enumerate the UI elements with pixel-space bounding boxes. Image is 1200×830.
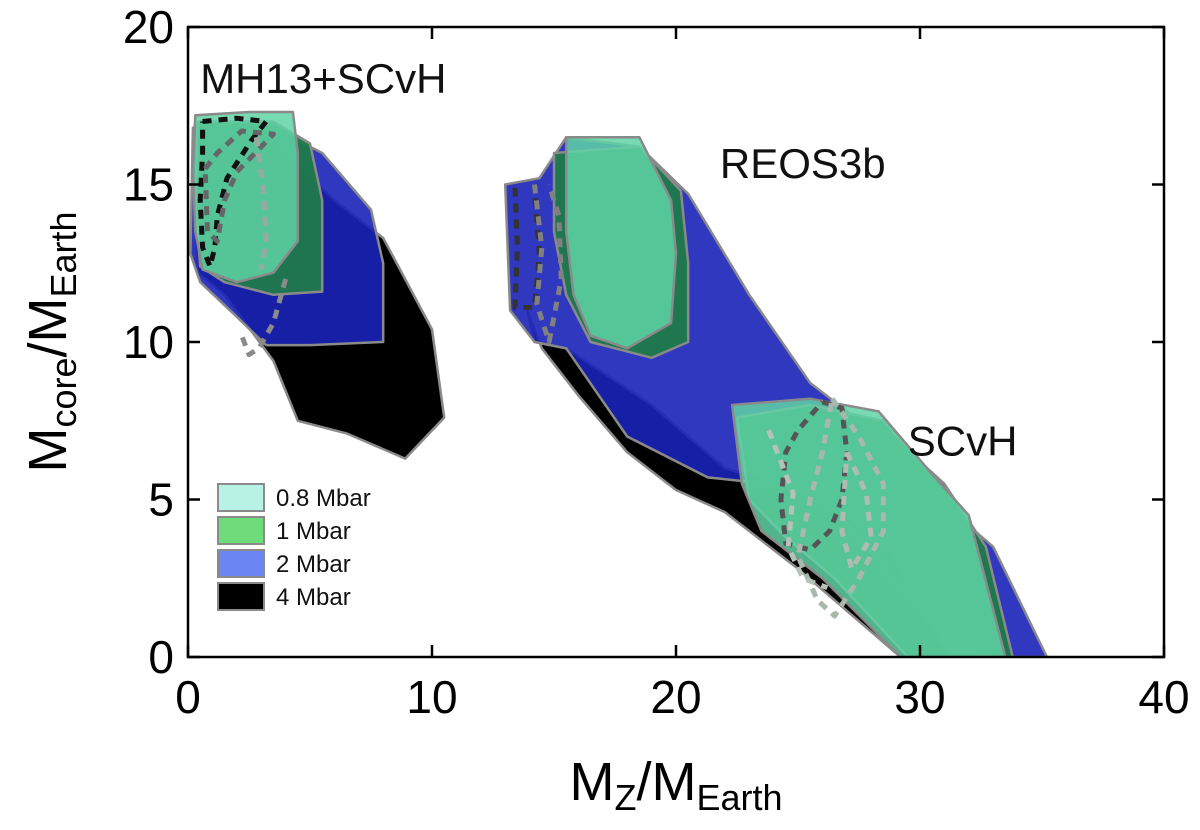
- x-axis-title: MZ/MEarth: [569, 752, 782, 818]
- x-tick-label: 30: [894, 671, 945, 723]
- legend-label: 2 Mbar: [276, 551, 351, 578]
- contour-mh13-scvh-contour-grey: [202, 128, 276, 244]
- legend: 0.8 Mbar 1 Mbar 2 Mbar 4 Mbar: [217, 483, 371, 611]
- legend-swatch: [217, 549, 265, 578]
- y-tick-label: 5: [148, 474, 174, 526]
- annotations-group: MH13+SCvH REOS3b SCvH: [200, 55, 1017, 464]
- y-tick-label: 15: [123, 159, 174, 211]
- x-tick-label: 40: [1138, 671, 1189, 723]
- contour-scvh-contour-dark: [778, 399, 850, 553]
- region-reos3b-0-8-mbar: [564, 136, 678, 350]
- legend-label: 0.8 Mbar: [276, 485, 371, 512]
- legend-label: 1 Mbar: [276, 518, 351, 545]
- legend-swatch: [217, 582, 265, 611]
- annotation-scvh: SCvH: [908, 417, 1018, 464]
- contour-scvh-contour-light-pair: [766, 429, 829, 591]
- annotation-mh13-scvh: MH13+SCvH: [200, 55, 446, 102]
- axis-titles-group: MZ/MEarth Mcore/MEarth: [18, 211, 783, 818]
- y-tick-label: 10: [123, 316, 174, 368]
- y-tick-label: 20: [123, 1, 174, 53]
- contour-reos3b-contour-grey: [532, 183, 564, 345]
- contour-mh13-scvh-contour-light: [253, 136, 269, 271]
- contour-scvh-contour-light-outer: [795, 397, 886, 619]
- y-axis-title: Mcore/MEarth: [18, 211, 84, 472]
- legend-label: 4 Mbar: [276, 584, 351, 611]
- x-tick-label: 0: [175, 671, 201, 723]
- y-tick-label: 0: [148, 631, 174, 683]
- x-tick-label: 20: [650, 671, 701, 723]
- x-tick-label: 10: [406, 671, 457, 723]
- axis-ticks-group: 0 10 20 30 40 0 5 10 15 20: [123, 1, 1190, 723]
- annotation-reos3b: REOS3b: [720, 140, 886, 187]
- data-shapes-group: [189, 110, 1049, 657]
- legend-swatch: [217, 516, 265, 545]
- contour-reos3b-contour-dark: [512, 187, 542, 310]
- contour-scvh-contour-light-inner: [839, 451, 874, 572]
- legend-swatch: [217, 483, 265, 512]
